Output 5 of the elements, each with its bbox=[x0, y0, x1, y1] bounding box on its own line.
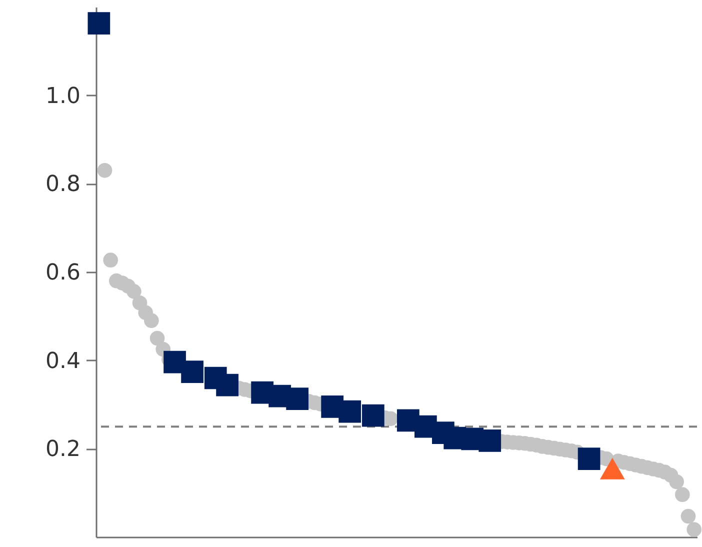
y-tick-label: 0.8 bbox=[46, 172, 80, 198]
y-tick-label: 0.4 bbox=[46, 348, 80, 374]
y-tick-label: 0.2 bbox=[46, 437, 80, 462]
y-tick-label: 0.6 bbox=[46, 260, 80, 286]
y-tick-label: 1.0 bbox=[46, 84, 80, 109]
